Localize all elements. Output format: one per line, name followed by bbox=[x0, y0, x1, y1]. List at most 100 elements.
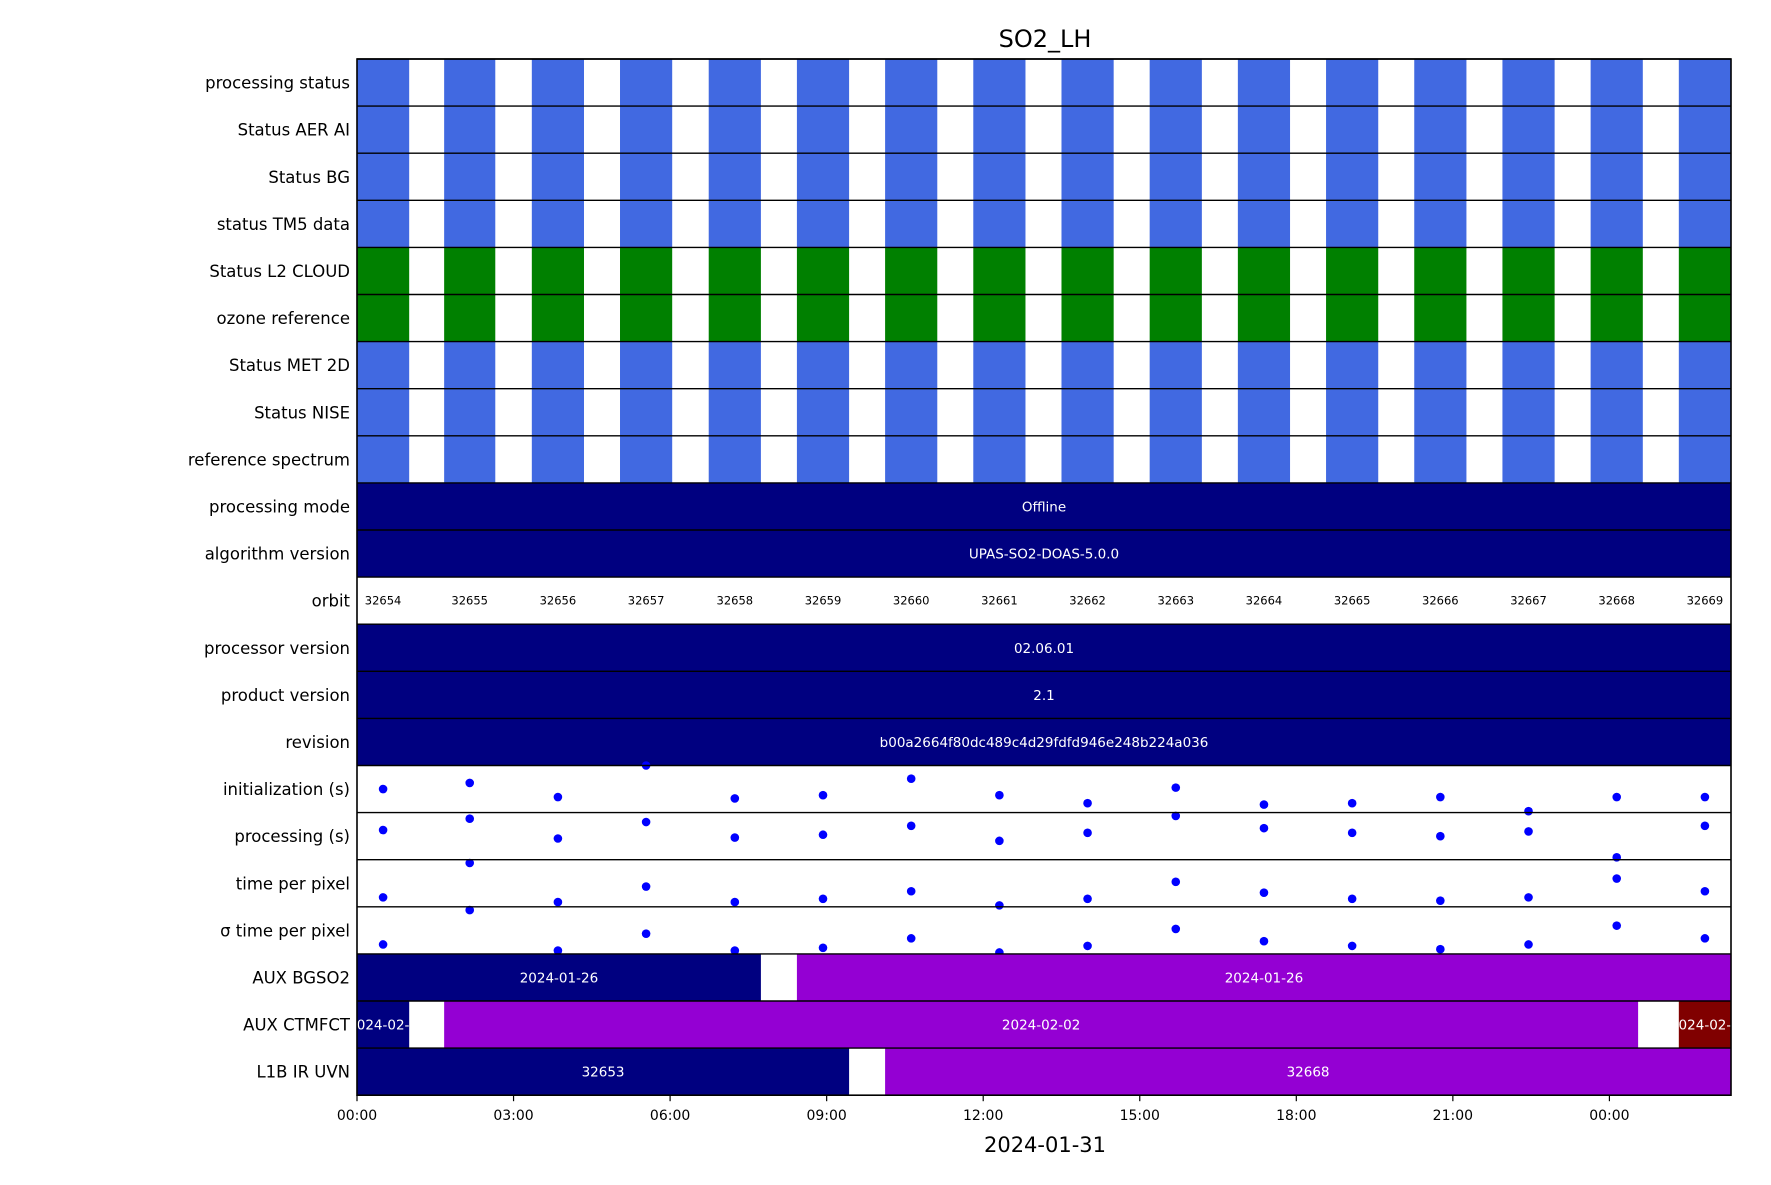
status-bar bbox=[1590, 294, 1643, 342]
scatter-point bbox=[1083, 798, 1092, 808]
status-bar bbox=[1326, 59, 1379, 107]
scatter-point bbox=[1171, 877, 1181, 887]
orbit-label: 32655 bbox=[451, 594, 488, 608]
status-bar bbox=[357, 294, 410, 342]
scatter-point bbox=[1524, 806, 1533, 816]
status-bar bbox=[357, 247, 410, 295]
status-bar bbox=[1149, 435, 1202, 483]
orbit-label: 32658 bbox=[717, 594, 754, 608]
x-tick-label: 03:00 bbox=[493, 1108, 533, 1124]
status-bar bbox=[1590, 247, 1643, 295]
status-bar bbox=[1414, 59, 1467, 107]
orbit-label: 32668 bbox=[1598, 594, 1635, 608]
timeline-row: 2024-01-26 2024-01-26 bbox=[357, 953, 1731, 1001]
status-bar bbox=[1678, 200, 1731, 248]
status-bar bbox=[1149, 294, 1202, 342]
status-bar bbox=[708, 59, 761, 107]
status-bar bbox=[620, 153, 673, 201]
scatter-point bbox=[465, 778, 475, 788]
status-bar bbox=[973, 435, 1026, 483]
row-label: algorithm version bbox=[205, 545, 350, 564]
scatter-point bbox=[1436, 896, 1445, 905]
row-label: Status AER AI bbox=[238, 121, 350, 140]
scatter-point bbox=[378, 825, 388, 835]
status-bar bbox=[1237, 200, 1291, 248]
scatter-point bbox=[1436, 831, 1445, 841]
timeline-row bbox=[357, 246, 1731, 295]
scatter-point bbox=[465, 905, 475, 915]
x-tick-label: 12:00 bbox=[963, 1108, 1003, 1124]
status-bar bbox=[796, 294, 850, 342]
status-bar bbox=[1237, 106, 1291, 154]
status-bar bbox=[885, 341, 938, 389]
status-bar bbox=[1326, 435, 1379, 483]
status-bar bbox=[620, 435, 673, 483]
scatter-point bbox=[553, 792, 563, 802]
scatter-point bbox=[730, 946, 740, 955]
row-label: AUX BGSO2 bbox=[252, 968, 350, 987]
scatter-point bbox=[1347, 941, 1357, 951]
status-bar bbox=[885, 435, 938, 483]
status-bar bbox=[1590, 153, 1643, 201]
row-label: initialization (s) bbox=[223, 780, 350, 799]
scatter-point bbox=[818, 790, 828, 800]
status-bar bbox=[357, 106, 410, 154]
row-label: Status L2 CLOUD bbox=[209, 262, 350, 281]
status-bar bbox=[1326, 153, 1379, 201]
scatter-point bbox=[906, 821, 916, 831]
status-bar bbox=[1414, 153, 1467, 201]
status-bar bbox=[796, 435, 850, 483]
status-bar bbox=[1678, 59, 1731, 107]
aux-segment bbox=[444, 1001, 1639, 1049]
status-bar bbox=[531, 294, 584, 342]
row-label: L1B IR UVN bbox=[256, 1063, 350, 1082]
aux-segment bbox=[885, 1048, 1731, 1096]
timeline-row bbox=[357, 340, 1731, 389]
status-bar bbox=[444, 388, 496, 436]
scatter-point bbox=[1612, 792, 1622, 802]
scatter-point bbox=[1700, 886, 1710, 896]
scatter-point bbox=[1524, 827, 1533, 836]
x-tick-label: 00:00 bbox=[337, 1108, 377, 1124]
scatter-point bbox=[1083, 828, 1092, 838]
x-tick-label: 06:00 bbox=[650, 1108, 690, 1124]
timeline-row bbox=[357, 761, 1731, 816]
scatter-point bbox=[1083, 941, 1092, 951]
status-bar bbox=[1678, 247, 1731, 295]
status-bar bbox=[1326, 388, 1379, 436]
timeline-row bbox=[357, 293, 1731, 342]
scatter-point bbox=[1436, 944, 1445, 954]
timeline-row: 32653 32668 bbox=[357, 1047, 1731, 1096]
status-bar bbox=[1502, 341, 1555, 389]
status-bar bbox=[531, 59, 584, 107]
status-bar bbox=[973, 153, 1026, 201]
scatter-point bbox=[1612, 921, 1622, 930]
row-label: product version bbox=[221, 686, 350, 705]
row-label: processor version bbox=[204, 639, 350, 658]
scatter-point bbox=[378, 784, 388, 794]
row-label: Status MET 2D bbox=[229, 356, 350, 375]
status-bar bbox=[1149, 200, 1202, 248]
value-bar bbox=[357, 482, 1731, 530]
scatter-point bbox=[995, 790, 1004, 800]
status-bar bbox=[1326, 294, 1379, 342]
status-bar bbox=[531, 247, 584, 295]
status-bar bbox=[1590, 388, 1643, 436]
status-bar bbox=[1149, 388, 1202, 436]
status-bar bbox=[885, 59, 938, 107]
x-tick-label: 21:00 bbox=[1433, 1108, 1473, 1124]
scatter-point bbox=[1083, 894, 1092, 904]
aux-segment bbox=[357, 953, 761, 1001]
status-bar bbox=[885, 106, 938, 154]
x-axis-label: 2024-01-31 bbox=[984, 1133, 1106, 1157]
status-bar bbox=[1502, 294, 1555, 342]
scatter-point bbox=[818, 830, 828, 840]
status-bar bbox=[1502, 388, 1555, 436]
aux-segment-label: 2024-02-0 bbox=[348, 1018, 418, 1034]
status-bar bbox=[1237, 294, 1291, 342]
row-label: Status NISE bbox=[254, 403, 350, 422]
status-bar bbox=[973, 341, 1026, 389]
scatter-point bbox=[906, 774, 916, 783]
status-bar bbox=[1502, 200, 1555, 248]
